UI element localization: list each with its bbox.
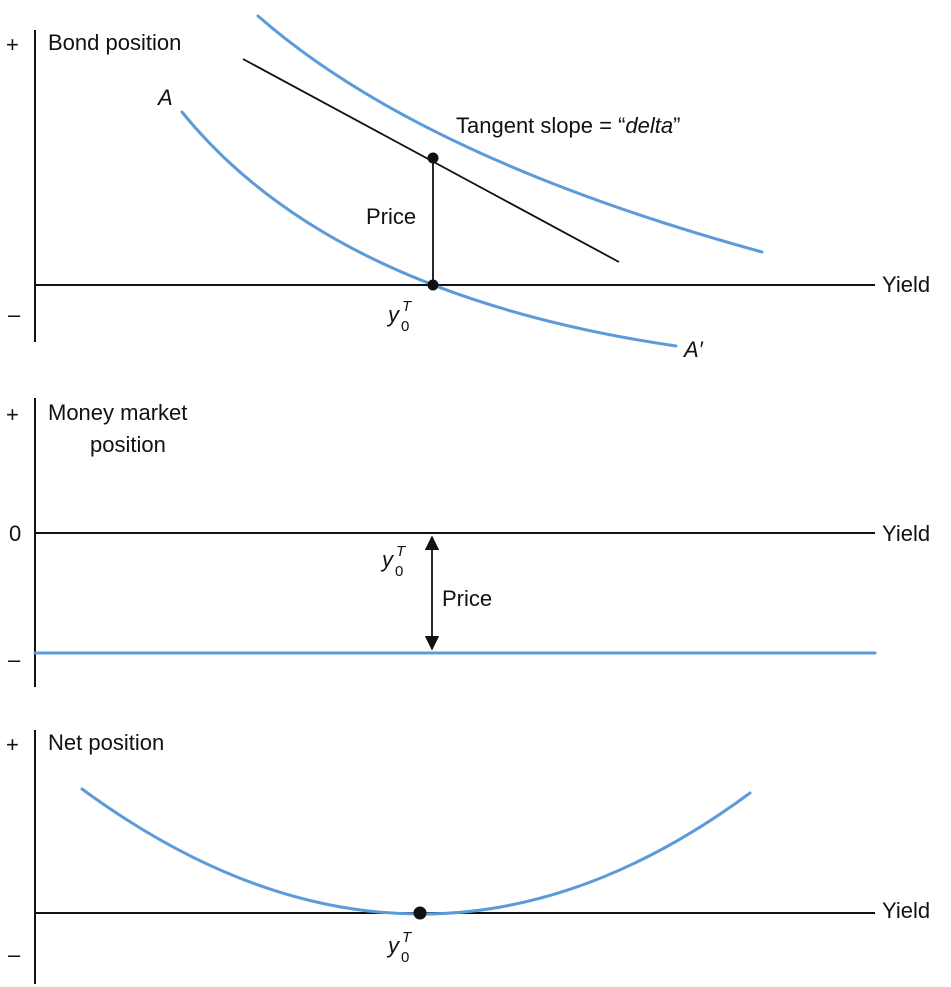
svg-text:T: T	[396, 543, 407, 560]
svg-text:0: 0	[401, 318, 409, 335]
money-title-line1: Money market	[48, 400, 187, 425]
bond-price-curve	[256, 14, 764, 254]
svg-text:y: y	[380, 547, 395, 572]
money-zero-label: 0	[9, 521, 21, 546]
net-position-panel: + – Net position Yield y T 0	[6, 730, 930, 984]
money-title-line2: position	[90, 432, 166, 457]
money-yield-marker-label: y T 0	[380, 543, 407, 580]
net-position-title: Net position	[48, 730, 164, 755]
net-yield-label: Yield	[882, 898, 930, 923]
svg-text:y: y	[386, 302, 401, 327]
net-yield-marker-label: y T 0	[386, 929, 413, 966]
money-minus-sign: –	[8, 647, 21, 672]
curve-a-a-prime	[180, 110, 678, 348]
bond-plus-sign: +	[6, 32, 19, 57]
net-yield-point-marker	[413, 906, 427, 920]
bond-yield-label: Yield	[882, 272, 930, 297]
svg-text:y: y	[386, 933, 401, 958]
yield-point-marker	[427, 279, 439, 291]
net-plus-sign: +	[6, 732, 19, 757]
net-position-curve	[80, 787, 752, 916]
money-market-panel: + 0 – Money market position Yield Price …	[6, 398, 930, 687]
money-yield-label: Yield	[882, 521, 930, 546]
bond-position-panel: + – Bond position Yield A A′ Tangent slo…	[6, 14, 930, 362]
bond-position-title: Bond position	[48, 30, 181, 55]
curve-label-a-prime: A′	[682, 337, 704, 362]
net-minus-sign: –	[8, 942, 21, 967]
bond-price-label: Price	[366, 204, 416, 229]
money-price-label: Price	[442, 586, 492, 611]
svg-text:0: 0	[401, 949, 409, 966]
svg-text:0: 0	[395, 563, 403, 580]
svg-text:T: T	[402, 298, 413, 315]
tangent-point-marker	[427, 152, 439, 164]
tangent-slope-label: Tangent slope = “delta”	[456, 113, 680, 138]
svg-text:T: T	[402, 929, 413, 946]
money-plus-sign: +	[6, 402, 19, 427]
curve-label-a: A	[156, 85, 173, 110]
bond-minus-sign: –	[8, 302, 21, 327]
bond-yield-marker-label: y T 0	[386, 298, 413, 335]
